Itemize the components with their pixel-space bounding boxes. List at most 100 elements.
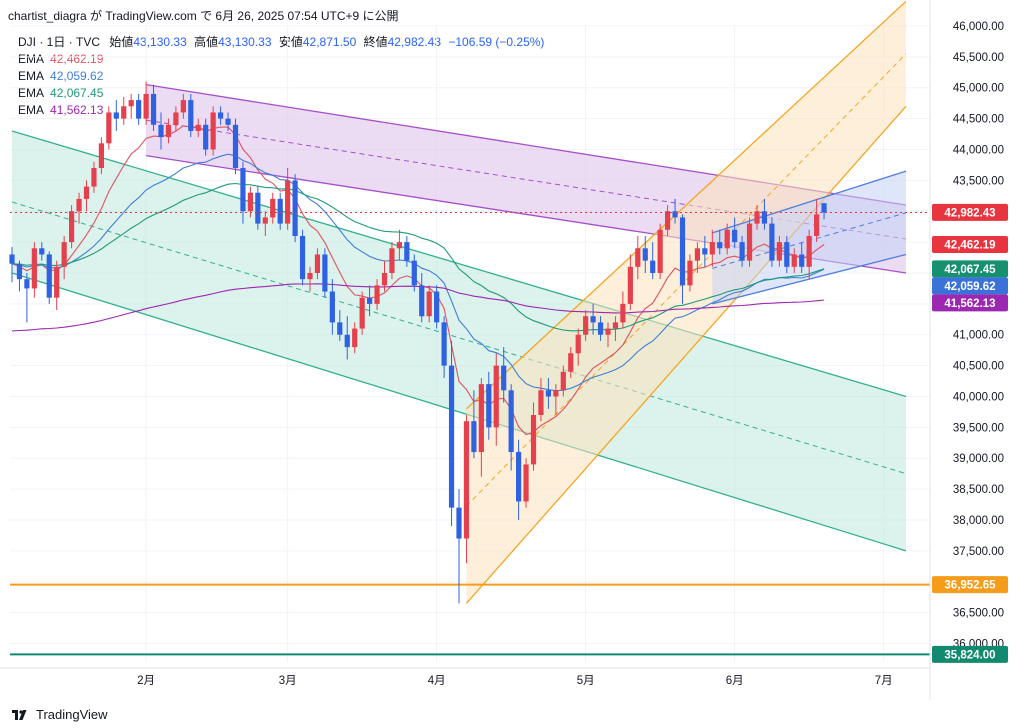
candle[interactable]	[739, 242, 745, 261]
candle[interactable]	[560, 371, 566, 391]
candle[interactable]	[501, 365, 507, 391]
candle[interactable]	[262, 217, 268, 224]
candle[interactable]	[322, 254, 328, 292]
candle[interactable]	[538, 390, 544, 416]
candle[interactable]	[232, 124, 239, 169]
ema-row-4[interactable]: EMA 41,562.13	[18, 103, 104, 117]
channel-upper-line[interactable]	[11, 130, 907, 398]
candle[interactable]	[806, 235, 812, 267]
candle[interactable]	[530, 415, 537, 465]
candle[interactable]	[478, 384, 484, 453]
candle[interactable]	[381, 272, 388, 286]
candle[interactable]	[508, 390, 514, 453]
candle[interactable]	[150, 93, 157, 125]
candle[interactable]	[694, 248, 700, 261]
candle[interactable]	[463, 421, 470, 539]
candle[interactable]	[493, 365, 499, 428]
candle[interactable]	[650, 260, 656, 273]
candle[interactable]	[456, 507, 462, 539]
candle[interactable]	[687, 260, 693, 286]
candle[interactable]	[210, 112, 216, 150]
candle[interactable]	[158, 124, 164, 138]
candle[interactable]	[314, 254, 321, 273]
candle[interactable]	[285, 180, 291, 224]
candle[interactable]	[523, 464, 529, 502]
candle[interactable]	[709, 242, 715, 255]
candle[interactable]	[106, 112, 112, 144]
candle[interactable]	[195, 124, 201, 131]
candle[interactable]	[54, 266, 60, 298]
candle[interactable]	[270, 198, 276, 218]
candle[interactable]	[612, 322, 619, 329]
ema-row-3[interactable]: EMA 42,067.45	[18, 86, 104, 100]
candle[interactable]	[136, 100, 142, 119]
candle[interactable]	[419, 285, 425, 317]
candle[interactable]	[776, 242, 782, 261]
candle[interactable]	[307, 272, 313, 280]
candle[interactable]	[575, 334, 581, 354]
candle[interactable]	[620, 303, 626, 323]
candle[interactable]	[337, 322, 343, 335]
candle[interactable]	[404, 242, 410, 261]
candle[interactable]	[672, 211, 678, 218]
candle[interactable]	[702, 248, 708, 255]
candle[interactable]	[545, 390, 551, 397]
candle[interactable]	[717, 242, 723, 249]
candle[interactable]	[24, 279, 30, 289]
candle[interactable]	[754, 211, 760, 224]
candle[interactable]	[188, 100, 194, 131]
candle[interactable]	[679, 217, 686, 286]
candle[interactable]	[642, 248, 648, 261]
candle[interactable]	[61, 242, 67, 267]
candle[interactable]	[128, 100, 134, 107]
candle[interactable]	[627, 266, 633, 304]
candle[interactable]	[471, 421, 477, 453]
channel-upper-line[interactable]	[712, 170, 907, 234]
candle[interactable]	[203, 124, 209, 150]
symbol-label[interactable]: DJI · 1日 · TVC	[18, 35, 101, 49]
candle[interactable]	[76, 198, 82, 212]
candle[interactable]	[411, 260, 417, 286]
candle[interactable]	[255, 192, 261, 224]
candle[interactable]	[329, 291, 335, 323]
ema-row-1[interactable]: EMA 42,462.19	[18, 52, 104, 66]
candle[interactable]	[352, 328, 358, 348]
candle[interactable]	[821, 203, 827, 213]
candle[interactable]	[69, 211, 75, 243]
candle[interactable]	[344, 334, 350, 348]
candle[interactable]	[605, 328, 611, 335]
candle[interactable]	[240, 168, 246, 212]
candle[interactable]	[31, 248, 37, 289]
candle[interactable]	[180, 100, 186, 113]
candle[interactable]	[441, 322, 447, 366]
candle[interactable]	[83, 186, 90, 199]
candle[interactable]	[225, 118, 231, 125]
candle[interactable]	[389, 248, 395, 273]
candle[interactable]	[761, 211, 768, 224]
candle[interactable]	[46, 254, 52, 298]
candle[interactable]	[746, 223, 753, 261]
candle[interactable]	[553, 390, 559, 397]
candle[interactable]	[292, 180, 298, 236]
candle[interactable]	[143, 93, 149, 119]
candle[interactable]	[16, 263, 23, 280]
candle[interactable]	[91, 168, 97, 187]
candle[interactable]	[814, 214, 820, 236]
candle[interactable]	[173, 112, 179, 125]
candle[interactable]	[434, 291, 440, 323]
candle[interactable]	[113, 112, 119, 119]
candle[interactable]	[657, 229, 663, 273]
candle[interactable]	[448, 365, 455, 508]
candle[interactable]	[396, 242, 402, 249]
candle[interactable]	[791, 254, 797, 267]
candle[interactable]	[367, 297, 373, 304]
channel-lower-line[interactable]	[11, 272, 907, 552]
candle[interactable]	[799, 254, 805, 267]
candle[interactable]	[635, 248, 641, 267]
candle[interactable]	[165, 124, 172, 138]
candle[interactable]	[583, 316, 589, 335]
candle[interactable]	[121, 106, 127, 119]
candle[interactable]	[516, 452, 522, 502]
candle[interactable]	[486, 384, 492, 428]
